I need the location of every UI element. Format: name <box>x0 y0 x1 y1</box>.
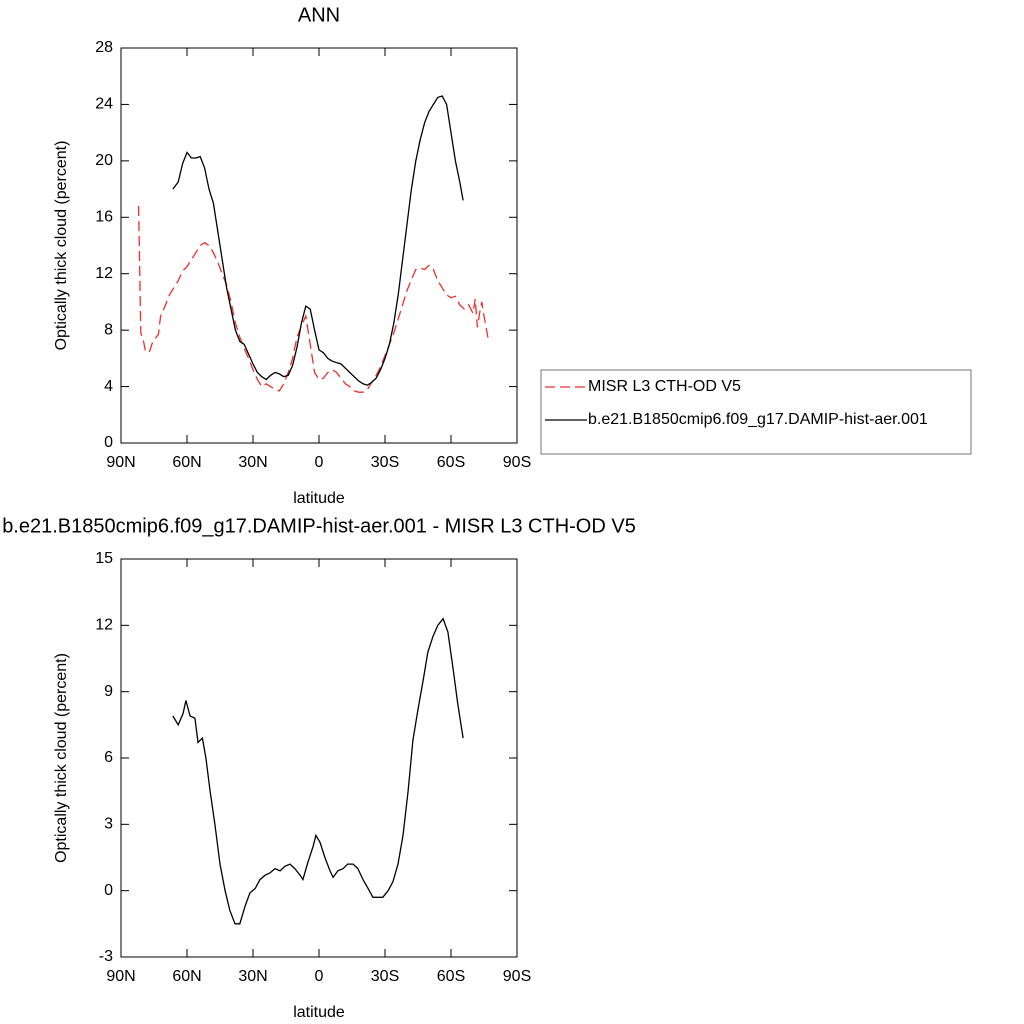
x-tick-label: 30S <box>371 968 399 985</box>
y-tick-label: 6 <box>104 749 113 766</box>
data-line <box>172 617 464 925</box>
x-tick-label: 60N <box>172 968 201 985</box>
y-axis-label: Optically thick cloud (percent) <box>53 653 70 863</box>
x-tick-label: 30N <box>238 454 267 471</box>
data-line <box>137 205 490 393</box>
y-tick-label: 3 <box>104 816 113 833</box>
y-tick-label: 0 <box>104 882 113 899</box>
y-tick-label: 20 <box>95 152 113 169</box>
x-tick-label: 90N <box>106 968 135 985</box>
legend-box <box>540 369 972 455</box>
y-tick-label: 0 <box>104 434 113 451</box>
y-tick-label: 12 <box>95 265 113 282</box>
plot-frame <box>120 47 518 444</box>
x-tick-label: 90S <box>503 968 531 985</box>
legend-label: MISR L3 CTH-OD V5 <box>588 378 741 395</box>
y-tick-label: 24 <box>95 96 113 113</box>
x-tick-label: 60N <box>172 454 201 471</box>
legend-label: b.e21.B1850cmip6.f09_g17.DAMIP-hist-aer.… <box>588 411 928 428</box>
data-line <box>172 95 464 386</box>
chart-title: b.e21.B1850cmip6.f09_g17.DAMIP-hist-aer.… <box>2 515 636 537</box>
legend: MISR L3 CTH-OD V5 b.e21.B1850cmip6.f09_g1… <box>540 369 972 455</box>
y-tick-label: 12 <box>95 617 113 634</box>
y-tick-label: 15 <box>95 550 113 567</box>
x-tick-label: 30N <box>238 968 267 985</box>
y-tick-label: 8 <box>104 321 113 338</box>
x-tick-label: 30S <box>371 454 399 471</box>
y-tick-label: 9 <box>104 683 113 700</box>
x-tick-label: 0 <box>315 968 324 985</box>
x-tick-label: 90S <box>503 454 531 471</box>
x-tick-label: 60S <box>437 454 465 471</box>
x-tick-label: 0 <box>315 454 324 471</box>
y-tick-label: 28 <box>95 39 113 56</box>
x-tick-label: 60S <box>437 968 465 985</box>
x-tick-label: 90N <box>106 454 135 471</box>
y-axis-label: Optically thick cloud (percent) <box>53 141 70 351</box>
y-tick-label: 16 <box>95 209 113 226</box>
x-axis-label: latitude <box>293 490 345 507</box>
x-axis-label: latitude <box>293 1004 345 1021</box>
y-tick-label: 4 <box>104 378 113 395</box>
plot-frame <box>120 558 518 958</box>
chart-title: ANN <box>298 4 340 26</box>
y-tick-label: -3 <box>99 948 113 965</box>
